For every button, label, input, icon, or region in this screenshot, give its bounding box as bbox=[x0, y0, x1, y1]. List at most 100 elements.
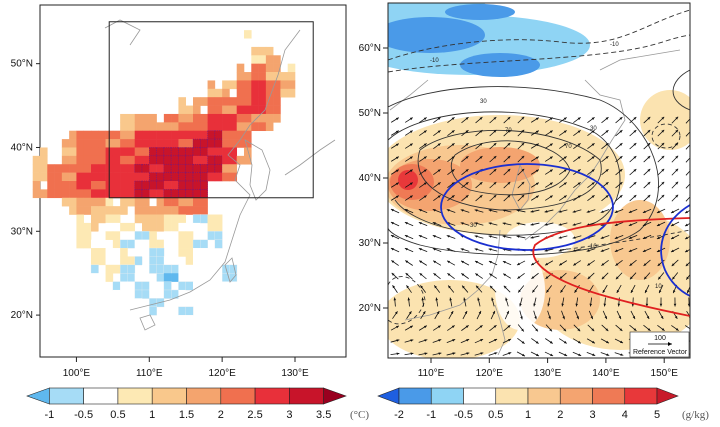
grid-cell bbox=[98, 139, 106, 148]
wind-arrow bbox=[573, 260, 581, 266]
wind-arrow bbox=[586, 338, 596, 344]
wind-arrow bbox=[460, 338, 470, 344]
grid-cell bbox=[119, 264, 128, 274]
grid-cell bbox=[142, 147, 150, 157]
wind-arrow bbox=[434, 310, 440, 320]
grid-cell bbox=[112, 264, 121, 274]
grid-cell bbox=[178, 206, 187, 215]
colorbar-box bbox=[398, 387, 432, 405]
grid-cell bbox=[222, 164, 230, 173]
wind-arrow bbox=[659, 297, 663, 307]
grid-cell bbox=[178, 239, 187, 249]
wind-arrow bbox=[589, 297, 593, 307]
wind-arrow bbox=[670, 221, 680, 227]
grid-cell bbox=[222, 80, 230, 90]
grid-cell bbox=[251, 113, 259, 123]
wind-arrow bbox=[615, 142, 623, 150]
grid-cell bbox=[47, 181, 55, 190]
colorbar-label: 3.5 bbox=[316, 409, 331, 421]
grid-cell bbox=[229, 105, 238, 115]
grid-cell bbox=[214, 139, 223, 148]
grid-cell bbox=[163, 139, 172, 148]
grid-cell bbox=[127, 139, 136, 148]
wind-arrow bbox=[558, 351, 568, 357]
grid-cell bbox=[149, 281, 157, 291]
wind-arrow bbox=[545, 169, 553, 175]
wind-arrow bbox=[390, 234, 400, 240]
wind-arrow bbox=[433, 156, 441, 162]
wind-arrow bbox=[502, 338, 512, 344]
grid-cell bbox=[200, 248, 208, 257]
left-map: 50°N 40°N 30°N 20°N 100°E 110°E 120°E 130°E bbox=[11, 4, 347, 379]
grid-cell bbox=[222, 105, 230, 115]
grid-cell bbox=[236, 38, 245, 48]
grid-cell bbox=[200, 139, 208, 148]
wind-arrow bbox=[404, 234, 414, 240]
wind-arrow bbox=[517, 324, 525, 332]
grid-cell bbox=[112, 281, 121, 291]
colorbar-label: 5 bbox=[654, 409, 660, 421]
grid-cell bbox=[251, 72, 259, 81]
wind-arrow bbox=[587, 142, 595, 150]
grid-cell bbox=[185, 139, 194, 148]
grid-cell bbox=[156, 273, 165, 283]
grid-cell bbox=[185, 122, 194, 132]
wind-arrow bbox=[573, 272, 581, 280]
grid-cell bbox=[207, 122, 216, 132]
grid-cell bbox=[156, 206, 165, 215]
grid-cell bbox=[178, 147, 187, 157]
wind-arrow bbox=[405, 260, 413, 266]
grid-cell bbox=[229, 172, 238, 182]
grid-cell bbox=[61, 197, 70, 207]
grid-cell bbox=[163, 289, 172, 299]
wind-arrow bbox=[463, 297, 467, 307]
left-colorbar: -1 -0.5 0.5 1 1.5 2 2.5 3 3.5 bbox=[26, 387, 347, 421]
grid-cell bbox=[236, 97, 245, 106]
wind-arrow bbox=[559, 169, 567, 175]
wind-arrow bbox=[600, 235, 610, 239]
grid-cell bbox=[265, 55, 274, 64]
lat-label: 40°N bbox=[359, 173, 381, 184]
wind-arrow bbox=[643, 194, 651, 202]
grid-cell bbox=[142, 172, 150, 182]
wind-arrow bbox=[461, 181, 469, 189]
wind-arrow bbox=[420, 285, 426, 293]
grid-cell bbox=[185, 306, 194, 316]
wind-arrow bbox=[671, 194, 679, 202]
grid-cell bbox=[127, 122, 136, 132]
grid-cell bbox=[149, 256, 158, 266]
wind-arrow bbox=[419, 195, 427, 201]
grid-cell bbox=[193, 281, 201, 291]
grid-cell bbox=[258, 80, 267, 90]
grid-cell bbox=[214, 122, 223, 132]
wind-arrow bbox=[629, 155, 637, 163]
colorbar-label: 2 bbox=[557, 409, 563, 421]
wind-arrow bbox=[502, 235, 512, 239]
wind-arrow bbox=[489, 168, 497, 176]
grid-cell bbox=[200, 122, 208, 132]
grid-cell bbox=[236, 72, 245, 81]
wind-arrow bbox=[461, 129, 469, 137]
grid-cell bbox=[127, 222, 136, 232]
grid-cell bbox=[112, 155, 121, 165]
grid-cell bbox=[163, 214, 172, 224]
grid-cell bbox=[258, 122, 267, 132]
grid-cell bbox=[200, 289, 208, 299]
grid-cell bbox=[120, 197, 128, 207]
wind-arrow bbox=[530, 222, 540, 226]
grid-cell bbox=[214, 164, 223, 173]
grid-cell bbox=[214, 172, 223, 182]
wind-arrow bbox=[644, 310, 650, 320]
lat-label: 20°N bbox=[11, 310, 33, 321]
wind-arrow bbox=[671, 116, 679, 124]
grid-cell bbox=[127, 214, 136, 224]
grid-cell bbox=[112, 239, 121, 249]
grid-cell bbox=[163, 206, 172, 215]
grid-cell bbox=[244, 122, 252, 132]
wind-arrow bbox=[587, 272, 595, 280]
wind-arrow bbox=[503, 142, 511, 150]
wind-arrow bbox=[517, 142, 525, 150]
wind-arrow bbox=[446, 339, 456, 343]
grid-cell bbox=[170, 264, 179, 274]
